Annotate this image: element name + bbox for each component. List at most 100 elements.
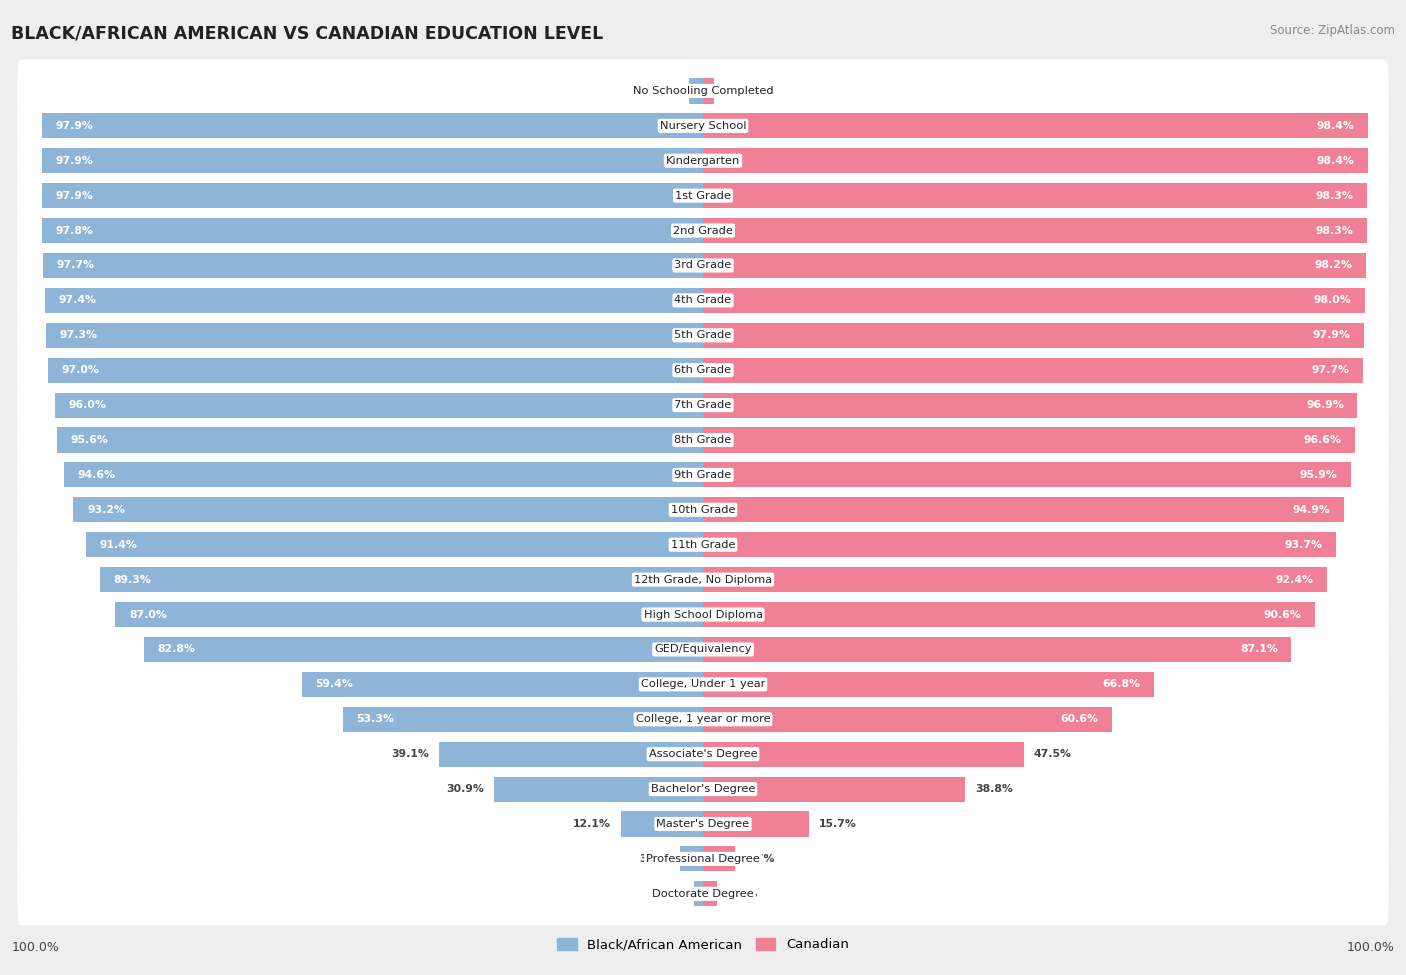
Text: 53.3%: 53.3% bbox=[357, 715, 395, 724]
Text: College, Under 1 year: College, Under 1 year bbox=[641, 680, 765, 689]
FancyBboxPatch shape bbox=[17, 304, 1389, 367]
Text: 87.1%: 87.1% bbox=[1240, 644, 1278, 654]
Text: Professional Degree: Professional Degree bbox=[647, 854, 759, 864]
Text: 59.4%: 59.4% bbox=[315, 680, 353, 689]
Text: 12th Grade, No Diploma: 12th Grade, No Diploma bbox=[634, 574, 772, 585]
Bar bbox=[42, 218, 703, 243]
FancyBboxPatch shape bbox=[17, 234, 1389, 297]
Text: 98.3%: 98.3% bbox=[1316, 191, 1354, 201]
Legend: Black/African American, Canadian: Black/African American, Canadian bbox=[551, 932, 855, 956]
Text: High School Diploma: High School Diploma bbox=[644, 609, 762, 619]
Text: 3rd Grade: 3rd Grade bbox=[675, 260, 731, 270]
Bar bbox=[143, 637, 703, 662]
Bar bbox=[65, 462, 703, 488]
Text: Master's Degree: Master's Degree bbox=[657, 819, 749, 829]
Text: 1.7%: 1.7% bbox=[724, 86, 755, 96]
Bar bbox=[42, 113, 703, 138]
Text: 3.4%: 3.4% bbox=[640, 854, 669, 864]
FancyBboxPatch shape bbox=[17, 95, 1389, 157]
Bar bbox=[693, 881, 703, 907]
Text: 4.7%: 4.7% bbox=[745, 854, 775, 864]
Bar bbox=[100, 567, 703, 592]
Text: 1st Grade: 1st Grade bbox=[675, 191, 731, 201]
Bar bbox=[703, 811, 808, 837]
FancyBboxPatch shape bbox=[17, 828, 1389, 890]
FancyBboxPatch shape bbox=[17, 722, 1389, 786]
Bar bbox=[42, 148, 703, 174]
Bar bbox=[343, 707, 703, 732]
FancyBboxPatch shape bbox=[17, 583, 1389, 646]
Text: 93.7%: 93.7% bbox=[1284, 540, 1323, 550]
Text: 97.9%: 97.9% bbox=[55, 121, 93, 131]
FancyBboxPatch shape bbox=[17, 618, 1389, 681]
Bar bbox=[73, 497, 703, 523]
Text: 66.8%: 66.8% bbox=[1102, 680, 1140, 689]
Bar bbox=[703, 393, 1358, 417]
Text: GED/Equivalency: GED/Equivalency bbox=[654, 644, 752, 654]
Text: 98.3%: 98.3% bbox=[1316, 225, 1354, 236]
Bar bbox=[703, 218, 1367, 243]
Text: 9th Grade: 9th Grade bbox=[675, 470, 731, 480]
FancyBboxPatch shape bbox=[17, 793, 1389, 855]
Text: 91.4%: 91.4% bbox=[100, 540, 136, 550]
FancyBboxPatch shape bbox=[17, 269, 1389, 332]
Text: 47.5%: 47.5% bbox=[1033, 749, 1071, 760]
Text: 96.9%: 96.9% bbox=[1306, 400, 1344, 410]
Text: 100.0%: 100.0% bbox=[1347, 941, 1395, 954]
FancyBboxPatch shape bbox=[17, 687, 1389, 751]
Text: 5th Grade: 5th Grade bbox=[675, 331, 731, 340]
Text: 11th Grade: 11th Grade bbox=[671, 540, 735, 550]
Text: 39.1%: 39.1% bbox=[391, 749, 429, 760]
Text: 7th Grade: 7th Grade bbox=[675, 400, 731, 410]
Bar bbox=[58, 427, 703, 452]
Text: 98.0%: 98.0% bbox=[1313, 295, 1351, 305]
Text: Doctorate Degree: Doctorate Degree bbox=[652, 889, 754, 899]
FancyBboxPatch shape bbox=[17, 164, 1389, 227]
FancyBboxPatch shape bbox=[17, 513, 1389, 576]
Text: 97.9%: 97.9% bbox=[55, 191, 93, 201]
FancyBboxPatch shape bbox=[17, 758, 1389, 821]
Text: 97.0%: 97.0% bbox=[62, 366, 100, 375]
Text: 97.4%: 97.4% bbox=[59, 295, 97, 305]
FancyBboxPatch shape bbox=[17, 59, 1389, 122]
Text: No Schooling Completed: No Schooling Completed bbox=[633, 86, 773, 96]
Text: 2.1%: 2.1% bbox=[648, 86, 679, 96]
Bar bbox=[621, 811, 703, 837]
FancyBboxPatch shape bbox=[17, 373, 1389, 437]
Bar bbox=[689, 78, 703, 103]
Bar bbox=[703, 113, 1368, 138]
Text: 96.6%: 96.6% bbox=[1303, 435, 1341, 445]
Text: College, 1 year or more: College, 1 year or more bbox=[636, 715, 770, 724]
Bar bbox=[45, 288, 703, 313]
FancyBboxPatch shape bbox=[17, 130, 1389, 192]
Text: Associate's Degree: Associate's Degree bbox=[648, 749, 758, 760]
Bar bbox=[302, 672, 703, 697]
Text: BLACK/AFRICAN AMERICAN VS CANADIAN EDUCATION LEVEL: BLACK/AFRICAN AMERICAN VS CANADIAN EDUCA… bbox=[11, 24, 603, 42]
Bar bbox=[703, 288, 1365, 313]
Bar bbox=[703, 602, 1315, 627]
Text: Nursery School: Nursery School bbox=[659, 121, 747, 131]
Bar bbox=[703, 497, 1344, 523]
Bar bbox=[86, 532, 703, 558]
Text: 94.9%: 94.9% bbox=[1292, 505, 1330, 515]
Text: 97.9%: 97.9% bbox=[55, 156, 93, 166]
Text: 98.4%: 98.4% bbox=[1316, 121, 1354, 131]
Bar bbox=[703, 253, 1367, 278]
Text: 96.0%: 96.0% bbox=[67, 400, 105, 410]
FancyBboxPatch shape bbox=[17, 444, 1389, 506]
Bar bbox=[703, 358, 1362, 383]
Bar bbox=[44, 253, 703, 278]
Text: 95.9%: 95.9% bbox=[1299, 470, 1337, 480]
Text: 15.7%: 15.7% bbox=[820, 819, 858, 829]
FancyBboxPatch shape bbox=[17, 338, 1389, 402]
Text: 1.4%: 1.4% bbox=[652, 889, 683, 899]
Text: 4th Grade: 4th Grade bbox=[675, 295, 731, 305]
Bar bbox=[115, 602, 703, 627]
Text: 97.9%: 97.9% bbox=[1313, 331, 1351, 340]
Text: 95.6%: 95.6% bbox=[70, 435, 108, 445]
Text: Kindergarten: Kindergarten bbox=[666, 156, 740, 166]
Bar bbox=[48, 358, 703, 383]
Text: 97.3%: 97.3% bbox=[59, 331, 97, 340]
Bar bbox=[46, 323, 703, 348]
Text: 93.2%: 93.2% bbox=[87, 505, 125, 515]
